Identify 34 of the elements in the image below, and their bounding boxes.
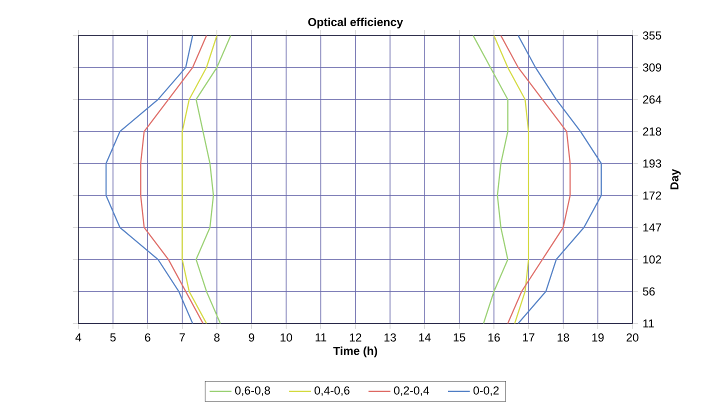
x-tick-label: 12 <box>350 334 362 342</box>
x-tick-label: 14 <box>419 334 431 342</box>
y-tick-label: 355 <box>642 32 662 40</box>
y-axis-title: Day <box>670 169 681 190</box>
x-tick-label: 6 <box>145 334 150 342</box>
x-axis-title: Time (h) <box>333 346 378 358</box>
x-tick-label: 17 <box>523 334 534 342</box>
y-tick-label: 264 <box>643 96 662 104</box>
y-tick-label: 218 <box>643 128 662 136</box>
chart-title: Optical efficiency <box>308 18 404 29</box>
x-tick-label: 16 <box>488 334 500 342</box>
x-tick-label: 19 <box>592 334 604 342</box>
x-tick-label: 9 <box>248 334 254 342</box>
x-tick-label: 20 <box>626 334 638 342</box>
x-tick-label: 7 <box>180 334 185 342</box>
x-tick-label: 18 <box>558 334 570 342</box>
y-tick-label: 11 <box>643 320 654 328</box>
y-tick-label: 172 <box>643 192 662 200</box>
y-tick-label: 309 <box>642 64 662 72</box>
y-tick-label: 147 <box>643 224 662 232</box>
legend-label: 0-0,2 <box>473 386 499 396</box>
legend-label: 0,6-0,8 <box>235 386 270 396</box>
x-tick-label: 10 <box>280 334 292 342</box>
x-tick-label: 15 <box>454 334 466 342</box>
legend-label: 0,4-0,6 <box>314 386 350 396</box>
x-tick-label: 5 <box>110 334 116 342</box>
x-tick-label: 4 <box>75 334 82 342</box>
y-tick-label: 193 <box>643 160 662 168</box>
x-tick-label: 13 <box>384 334 396 342</box>
y-tick-label: 56 <box>642 288 655 296</box>
y-tick-label: 102 <box>643 256 662 264</box>
x-tick-label: 11 <box>316 334 326 342</box>
x-tick-label: 8 <box>214 334 220 342</box>
legend-label: 0,2-0,4 <box>394 386 430 396</box>
